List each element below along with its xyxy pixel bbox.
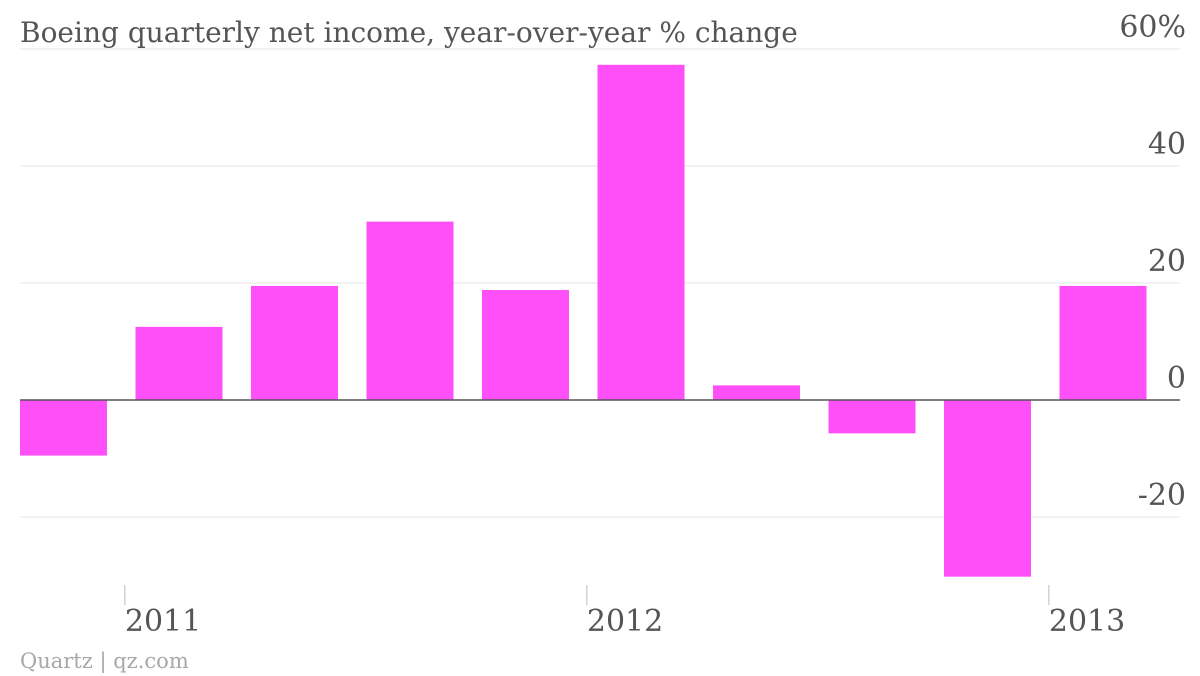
bar-3: [251, 285, 338, 400]
y-tick-label: 40: [1148, 127, 1186, 162]
x-tick-label: 2013: [1049, 604, 1125, 639]
axes: [20, 399, 1180, 605]
y-tick-label: -20: [1138, 478, 1186, 513]
bar-5: [482, 290, 569, 400]
source-credit: Quartz | qz.com: [20, 649, 189, 674]
y-tick-label: 0: [1167, 361, 1186, 396]
chart-title: Boeing quarterly net income, year-over-y…: [20, 16, 798, 49]
bar-2: [135, 326, 223, 400]
bar-1: [20, 400, 107, 456]
y-tick-label: 60%: [1119, 10, 1186, 45]
bar-10: [1059, 285, 1147, 400]
x-tick-label: 2011: [125, 604, 201, 639]
x-tick-label: 2012: [587, 604, 663, 639]
y-tick-label: 20: [1148, 244, 1186, 279]
bar-4: [366, 221, 454, 400]
bars: [20, 64, 1147, 577]
bar-6: [597, 64, 685, 401]
tick-labels: 60% 40 20 0 -20 2011 2012 2013: [125, 10, 1186, 639]
bar-7: [713, 385, 800, 400]
bar-8: [828, 400, 916, 434]
bar-9: [944, 400, 1031, 577]
